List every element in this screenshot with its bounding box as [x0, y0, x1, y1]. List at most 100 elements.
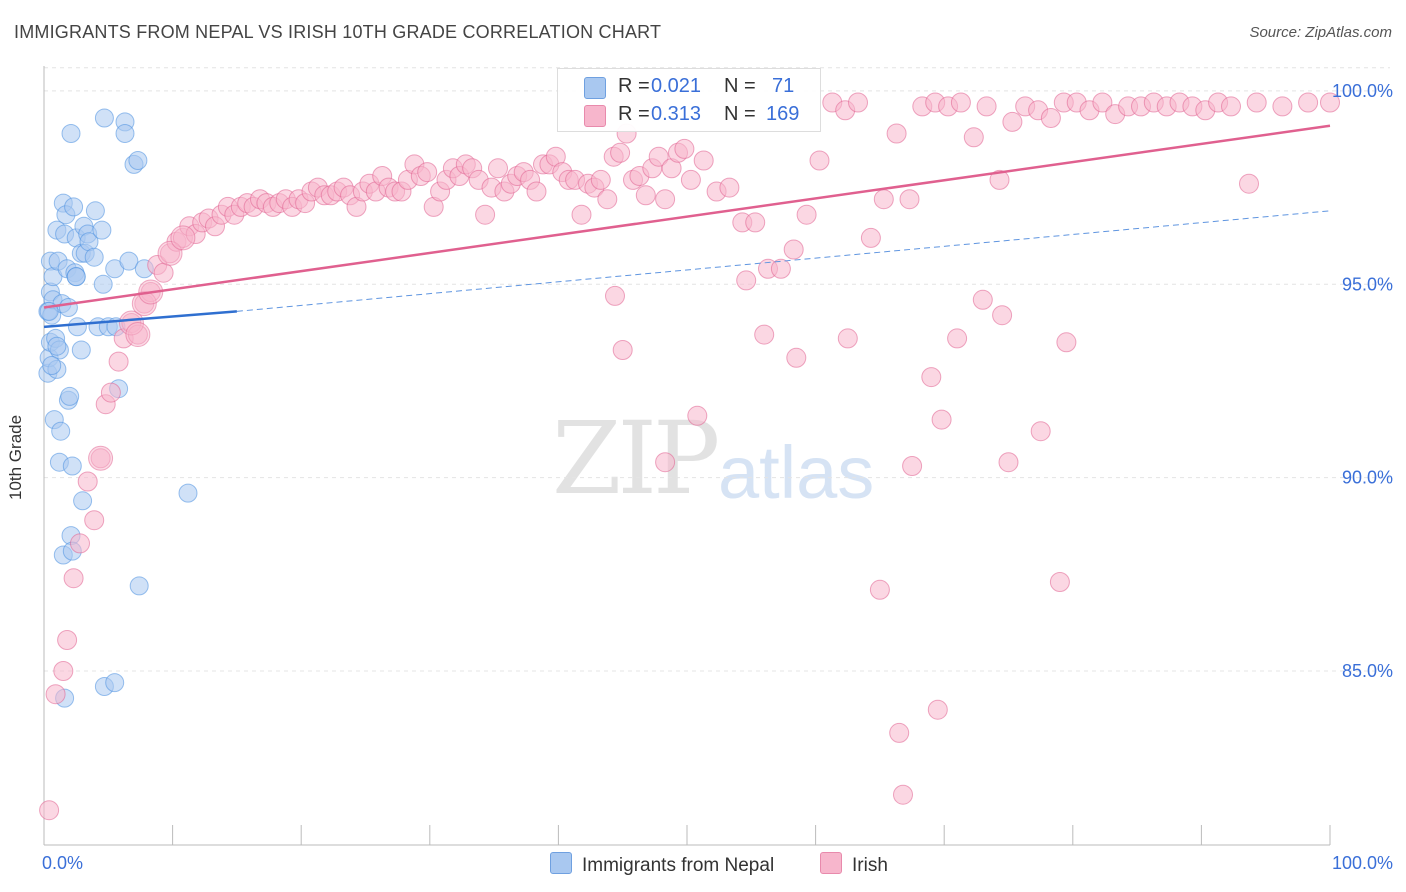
point-irish: [693, 150, 714, 171]
trend-line-nepal-extension: [236, 210, 1331, 312]
bottom-legend-swatch-nepal: [550, 852, 572, 874]
bottom-legend-label-irish: Irish: [852, 855, 888, 876]
point-nepal: [93, 274, 113, 294]
point-irish: [860, 227, 881, 248]
bottom-legend-irish: Irish: [820, 852, 888, 877]
point-irish: [674, 138, 695, 159]
point-irish: [100, 382, 121, 403]
point-nepal: [58, 298, 78, 317]
legend-n-value: 169: [766, 103, 800, 125]
legend-r-label: R =: [618, 103, 650, 125]
watermark-atlas: atlas: [718, 431, 875, 514]
point-irish: [1056, 332, 1077, 353]
point-irish: [655, 452, 676, 473]
point-nepal: [85, 201, 105, 221]
bottom-legend-label-nepal: Immigrants from Nepal: [582, 855, 775, 876]
point-nepal: [67, 317, 87, 337]
y-tick-label: 90.0%: [1342, 468, 1393, 488]
point-nepal: [47, 336, 67, 356]
point-irish: [873, 189, 894, 210]
point-irish: [77, 471, 98, 492]
point-irish: [1040, 108, 1061, 128]
legend-n-label: N =: [724, 103, 756, 125]
point-irish: [1221, 96, 1241, 117]
tick-labels: 100.0% 95.0% 90.0% 85.0% 0.0% 100.0%: [42, 81, 1393, 873]
axes: [43, 66, 1331, 846]
point-irish: [963, 127, 984, 148]
point-nepal: [128, 151, 148, 170]
point-irish: [719, 177, 740, 198]
point-irish: [989, 169, 1010, 190]
point-irish: [53, 661, 74, 681]
point-irish: [597, 189, 618, 210]
point-irish: [1298, 92, 1319, 113]
legend-swatch-nepal: [584, 77, 606, 99]
bottom-legend-nepal: Immigrants from Nepal: [550, 852, 774, 877]
point-irish: [754, 324, 775, 345]
point-irish: [972, 289, 993, 310]
point-irish: [998, 452, 1019, 473]
point-irish: [796, 204, 817, 225]
point-irish: [655, 189, 676, 210]
point-nepal: [60, 386, 80, 406]
point-nepal: [42, 356, 62, 375]
point-irish-large: [170, 225, 196, 251]
x-tick-label: 100.0%: [1332, 853, 1393, 873]
series-irish-points: [39, 92, 1340, 821]
point-irish: [992, 305, 1013, 326]
point-irish: [809, 150, 830, 171]
point-irish: [612, 340, 633, 360]
legend-r-label: R =: [618, 75, 650, 97]
point-nepal: [66, 267, 86, 287]
point-nepal: [105, 673, 125, 693]
legend-row-irish: R = 0.313 N = 169: [558, 101, 820, 129]
series-nepal-points: [38, 108, 198, 708]
point-irish: [889, 722, 910, 743]
point-nepal: [119, 251, 139, 271]
point-irish: [1049, 572, 1070, 592]
point-irish: [635, 185, 656, 206]
point-irish: [786, 347, 807, 368]
point-irish: [84, 510, 105, 531]
point-irish: [931, 409, 952, 430]
point-irish: [783, 239, 804, 260]
point-irish: [475, 204, 496, 225]
bottom-legend-swatch-irish: [820, 852, 842, 874]
point-irish: [687, 405, 708, 426]
point-irish: [899, 189, 920, 210]
point-irish: [45, 684, 66, 705]
point-irish: [1272, 96, 1293, 117]
source-label: Source: ZipAtlas.com: [1249, 24, 1392, 41]
point-irish: [770, 258, 791, 279]
point-irish: [526, 181, 547, 202]
legend-swatch-irish: [584, 105, 606, 127]
point-nepal: [73, 491, 93, 511]
legend-r-value: 0.313: [651, 103, 702, 125]
point-irish: [605, 285, 625, 306]
point-nepal: [92, 220, 112, 240]
trend-line-irish: [43, 124, 1331, 309]
trend-line-nepal: [43, 310, 237, 329]
point-nepal: [61, 124, 81, 143]
point-irish: [571, 204, 592, 225]
point-irish: [869, 579, 890, 600]
point-irish: [921, 367, 942, 388]
grid: [44, 67, 1390, 672]
point-nepal: [115, 124, 135, 143]
y-axis-label: 10th Grade: [6, 414, 25, 500]
point-irish: [947, 328, 968, 349]
y-tick-label: 95.0%: [1342, 274, 1393, 294]
point-irish: [893, 784, 913, 805]
point-irish: [902, 456, 923, 476]
point-nepal: [71, 340, 91, 360]
point-irish: [70, 533, 90, 554]
point-nepal: [129, 576, 149, 596]
y-tick-label: 100.0%: [1332, 81, 1393, 101]
point-irish-large: [125, 322, 151, 348]
trend-lines: [43, 124, 1331, 329]
point-irish: [745, 212, 766, 233]
point-irish: [848, 92, 868, 113]
point-irish: [1002, 111, 1023, 132]
point-irish: [1092, 92, 1113, 113]
